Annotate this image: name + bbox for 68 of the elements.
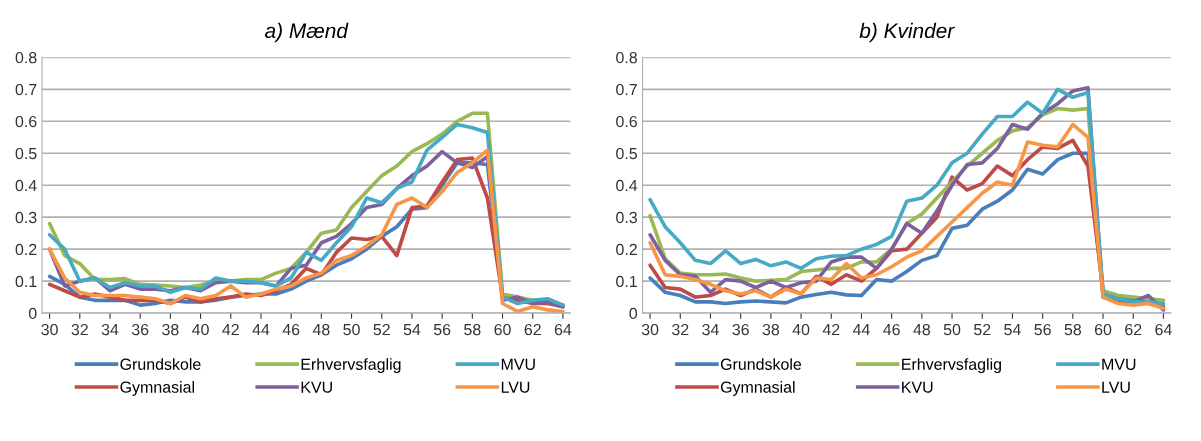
x-tick-label: 36 <box>131 323 149 336</box>
y-tick-label: 0.8 <box>15 51 37 64</box>
y-tick-label: 0 <box>28 307 37 320</box>
y-tick-label: 0.5 <box>616 147 638 160</box>
x-tick-label: 60 <box>494 323 511 336</box>
x-tick-label: 54 <box>1004 324 1021 336</box>
legend-label: Grundskole <box>120 358 201 370</box>
x-tick-label: 58 <box>1064 323 1082 336</box>
legend-label: Gymnasial <box>120 381 194 396</box>
x-tick-label: 48 <box>913 323 931 336</box>
y-tick-label: 0.5 <box>15 147 37 160</box>
x-tick-label: 42 <box>222 323 239 336</box>
x-tick-label: 60 <box>1094 323 1112 336</box>
x-tick-label: 34 <box>101 323 119 336</box>
y-tick-label: 0.6 <box>15 115 37 128</box>
x-tick-label: 62 <box>1125 323 1142 336</box>
x-tick-label: 64 <box>554 323 572 336</box>
x-tick-label: 48 <box>312 323 330 336</box>
x-tick-label: 52 <box>373 323 390 336</box>
x-tick-label: 56 <box>433 323 451 336</box>
x-tick-label: 44 <box>852 324 870 336</box>
x-tick-label: 40 <box>792 323 810 336</box>
legend-label: Erhvervsfaglig <box>902 358 1001 374</box>
x-tick-label: 58 <box>464 323 481 336</box>
x-tick-label: 52 <box>974 323 991 336</box>
y-tick-label: 0.7 <box>15 83 37 96</box>
legend-label: LVU <box>501 381 530 393</box>
y-tick-label: 0.3 <box>15 211 37 224</box>
y-tick-label: 0.3 <box>616 211 637 224</box>
legend-label: KVU <box>902 381 933 393</box>
y-tick-label: 0 <box>629 307 638 320</box>
y-tick-label: 0.6 <box>616 115 637 128</box>
x-tick-label: 50 <box>943 323 961 336</box>
y-tick-label: 0.4 <box>15 179 37 192</box>
x-tick-label: 64 <box>1155 323 1172 336</box>
x-tick-label: 46 <box>883 323 900 336</box>
y-tick-label: 0.2 <box>616 243 637 256</box>
x-tick-label: 34 <box>702 323 719 336</box>
x-tick-label: 56 <box>1034 323 1051 336</box>
legend-label: Gymnasial <box>720 381 795 396</box>
x-tick-label: 38 <box>762 323 780 336</box>
y-tick-label: 0.1 <box>616 275 637 288</box>
x-tick-label: 40 <box>192 323 209 336</box>
y-tick-label: 0.4 <box>616 179 638 192</box>
y-tick-label: 0.1 <box>15 275 37 288</box>
x-tick-label: 42 <box>822 323 840 336</box>
x-tick-label: 54 <box>403 324 421 336</box>
y-tick-label: 0.7 <box>616 83 637 96</box>
legend-label: Grundskole <box>720 358 802 370</box>
x-tick-label: 30 <box>41 323 58 336</box>
x-tick-label: 38 <box>162 323 179 336</box>
legend-label: MVU <box>1102 358 1136 370</box>
y-tick-label: 0.2 <box>15 243 37 256</box>
x-tick-label: 36 <box>732 323 749 336</box>
x-tick-label: 62 <box>524 323 541 336</box>
x-tick-label: 32 <box>71 323 88 336</box>
x-tick-label: 32 <box>672 323 689 336</box>
legend-label: Erhvervsfaglig <box>301 358 401 374</box>
chart-title: b) Kvinder <box>859 22 955 43</box>
x-tick-label: 30 <box>641 323 659 336</box>
legend-label: LVU <box>1102 381 1130 393</box>
legend-label: KVU <box>301 381 332 393</box>
x-tick-label: 44 <box>252 324 270 336</box>
chart-title: a) Mænd <box>265 22 349 43</box>
x-tick-label: 46 <box>282 323 300 336</box>
x-tick-label: 50 <box>343 323 360 336</box>
y-tick-label: 0.8 <box>616 51 637 64</box>
legend-label: MVU <box>501 358 535 370</box>
